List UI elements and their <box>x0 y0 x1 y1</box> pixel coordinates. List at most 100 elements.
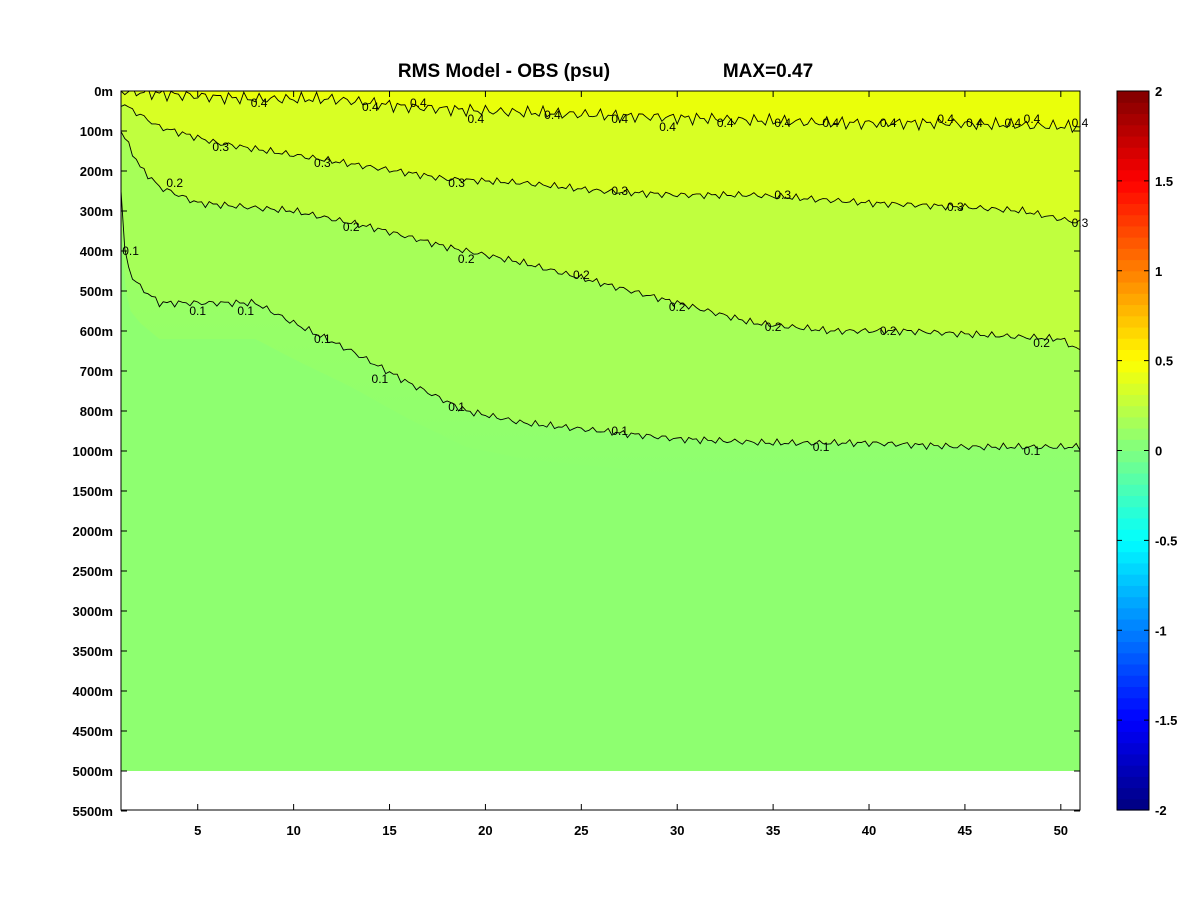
contour-label: 0.2 <box>669 300 686 314</box>
colorbar-strip <box>1117 203 1149 216</box>
y-tick-label: 3000m <box>73 604 113 619</box>
colorbar-strip <box>1117 663 1149 676</box>
x-tick-label: 40 <box>862 823 876 838</box>
colorbar-strip <box>1117 214 1149 227</box>
colorbar-strip <box>1117 675 1149 688</box>
colorbar-strip <box>1117 798 1149 811</box>
contour-label: 0.1 <box>448 400 465 414</box>
colorbar-strip <box>1117 147 1149 159</box>
colorbar-strip <box>1117 540 1149 553</box>
colorbar-tick-label: -1.5 <box>1155 713 1177 728</box>
contour-label: 0.4 <box>1005 116 1022 130</box>
field-fill <box>121 91 1080 771</box>
contour-label: 0.2 <box>1033 336 1050 350</box>
colorbar-strip <box>1117 574 1149 586</box>
colorbar-tick-label: -2 <box>1155 803 1167 818</box>
contour-label: 0.4 <box>774 116 791 130</box>
colorbar-strip <box>1117 237 1149 249</box>
colorbar-strip <box>1117 91 1149 103</box>
contour-label: 0.2 <box>765 320 782 334</box>
contour-label: 0.2 <box>166 176 183 190</box>
contour-label: 0.1 <box>122 244 139 258</box>
y-tick-label: 600m <box>80 324 113 339</box>
colorbar-tick-label: -1 <box>1155 623 1167 638</box>
colorbar-ticks: 2 1.5 1 0.5 0 -0.5 -1 -1.5 -2 <box>1117 84 1177 818</box>
colorbar-tick-label: 0 <box>1155 444 1162 459</box>
contour-label: 0.4 <box>1024 112 1041 126</box>
contour-label: 0.4 <box>822 116 839 130</box>
colorbar-strip <box>1117 349 1149 362</box>
contour-label: 0.4 <box>937 112 954 126</box>
y-tick-label: 400m <box>80 244 113 259</box>
colorbar-strip <box>1117 630 1149 643</box>
colorbar-strip <box>1117 461 1149 474</box>
plot-area: 0.4 0.4 0.40.4 0.4 0.40.4 0.4 0.4 0.4 0.4 0.4 0.4 0… <box>73 84 1089 838</box>
colorbar-strip <box>1117 293 1149 306</box>
colorbar-strip <box>1117 169 1149 182</box>
contour-label: 0.1 <box>1024 444 1041 458</box>
y-tick-label: 3500m <box>73 644 113 659</box>
colorbar-strip <box>1117 326 1149 339</box>
contour-lines <box>121 91 1080 451</box>
x-tick-label: 10 <box>286 823 300 838</box>
y-tick-label: 1000m <box>73 444 113 459</box>
colorbar-strip <box>1117 124 1149 137</box>
contour-label: 0.4 <box>410 96 427 110</box>
contour-line-0.3 <box>121 104 1080 224</box>
x-tick-label: 35 <box>766 823 780 838</box>
contour-label: 0.4 <box>544 108 561 122</box>
contour-label: 0.3 <box>611 184 628 198</box>
colorbar-strips <box>1117 91 1149 811</box>
contour-label: 0.1 <box>372 372 389 386</box>
colorbar-strip <box>1117 619 1149 631</box>
colorbar-strip <box>1117 135 1149 148</box>
y-axis: 0m 100m 200m 300m 400m 500m 600m 700m 800m 1000m 1… <box>73 84 1080 819</box>
colorbar-strip <box>1117 304 1149 317</box>
colorbar-strip <box>1117 708 1149 721</box>
colorbar-strip <box>1117 439 1149 452</box>
y-tick-label: 200m <box>80 164 113 179</box>
contour-label: 0.4 <box>467 112 484 126</box>
colorbar-strip <box>1117 652 1149 665</box>
y-tick-label: 4000m <box>73 684 113 699</box>
contour-label: 0.4 <box>611 112 628 126</box>
contour-label: 0.4 <box>880 116 897 130</box>
contour-label: 0.4 <box>966 116 983 130</box>
colorbar-strip <box>1117 270 1149 283</box>
y-tick-label: 5000m <box>73 764 113 779</box>
y-tick-label: 100m <box>80 124 113 139</box>
contour-label: 0.2 <box>343 220 360 234</box>
colorbar-strip <box>1117 180 1149 193</box>
colorbar-strip <box>1117 360 1149 373</box>
contour-label: 0.3 <box>947 200 964 214</box>
colorbar-strip <box>1117 596 1149 609</box>
x-tick-label: 30 <box>670 823 684 838</box>
colorbar-strip <box>1117 248 1149 261</box>
colorbar-strip <box>1117 776 1149 789</box>
y-tick-label: 300m <box>80 204 113 219</box>
colorbar-strip <box>1117 338 1149 350</box>
colorbar-strip <box>1117 551 1149 564</box>
colorbar-strip <box>1117 259 1149 272</box>
contour-label: 0.3 <box>314 156 331 170</box>
x-axis: 5 10 15 20 25 30 35 40 45 50 <box>194 91 1068 838</box>
field-band-transition <box>121 191 1080 483</box>
colorbar-strip <box>1117 102 1149 115</box>
colorbar-strip <box>1117 472 1149 485</box>
colorbar-strip <box>1117 686 1149 699</box>
y-tick-label: 4500m <box>73 724 113 739</box>
colorbar-strip <box>1117 753 1149 766</box>
y-tick-label: 2000m <box>73 524 113 539</box>
colorbar-strip <box>1117 529 1149 541</box>
colorbar-strip <box>1117 787 1149 800</box>
y-tick-label: 0m <box>94 84 113 99</box>
contour-label: 0.1 <box>237 304 254 318</box>
colorbar-strip <box>1117 720 1149 732</box>
colorbar-strip <box>1117 113 1149 126</box>
chart-title: RMS Model - OBS (psu) <box>398 61 610 82</box>
colorbar-strip <box>1117 394 1149 407</box>
max-value-label: MAX=0.47 <box>723 61 813 82</box>
colorbar-strip <box>1117 641 1149 654</box>
y-tick-label: 2500m <box>73 564 113 579</box>
